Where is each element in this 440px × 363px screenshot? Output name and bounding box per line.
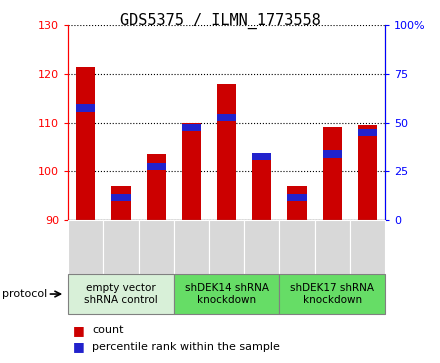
Text: empty vector
shRNA control: empty vector shRNA control bbox=[84, 283, 158, 305]
Text: count: count bbox=[92, 325, 124, 335]
Text: ■: ■ bbox=[73, 340, 84, 353]
Bar bbox=[323, 150, 342, 158]
Bar bbox=[147, 154, 166, 220]
Text: protocol: protocol bbox=[2, 289, 48, 299]
Bar bbox=[252, 153, 271, 160]
Bar bbox=[323, 127, 342, 220]
Bar bbox=[252, 154, 271, 220]
Text: ■: ■ bbox=[73, 324, 84, 337]
Bar bbox=[182, 122, 201, 220]
Text: shDEK17 shRNA
knockdown: shDEK17 shRNA knockdown bbox=[290, 283, 374, 305]
Bar bbox=[217, 83, 236, 220]
Bar bbox=[358, 125, 377, 220]
Bar bbox=[111, 194, 131, 201]
Bar bbox=[358, 129, 377, 136]
Bar bbox=[76, 67, 95, 220]
Bar bbox=[76, 104, 95, 111]
Text: GDS5375 / ILMN_1773558: GDS5375 / ILMN_1773558 bbox=[120, 13, 320, 29]
Text: percentile rank within the sample: percentile rank within the sample bbox=[92, 342, 280, 352]
Bar bbox=[182, 124, 201, 131]
Bar bbox=[111, 185, 131, 220]
Text: shDEK14 shRNA
knockdown: shDEK14 shRNA knockdown bbox=[185, 283, 268, 305]
Bar bbox=[217, 114, 236, 121]
Bar bbox=[147, 163, 166, 170]
Bar bbox=[287, 185, 307, 220]
Bar bbox=[287, 194, 307, 201]
